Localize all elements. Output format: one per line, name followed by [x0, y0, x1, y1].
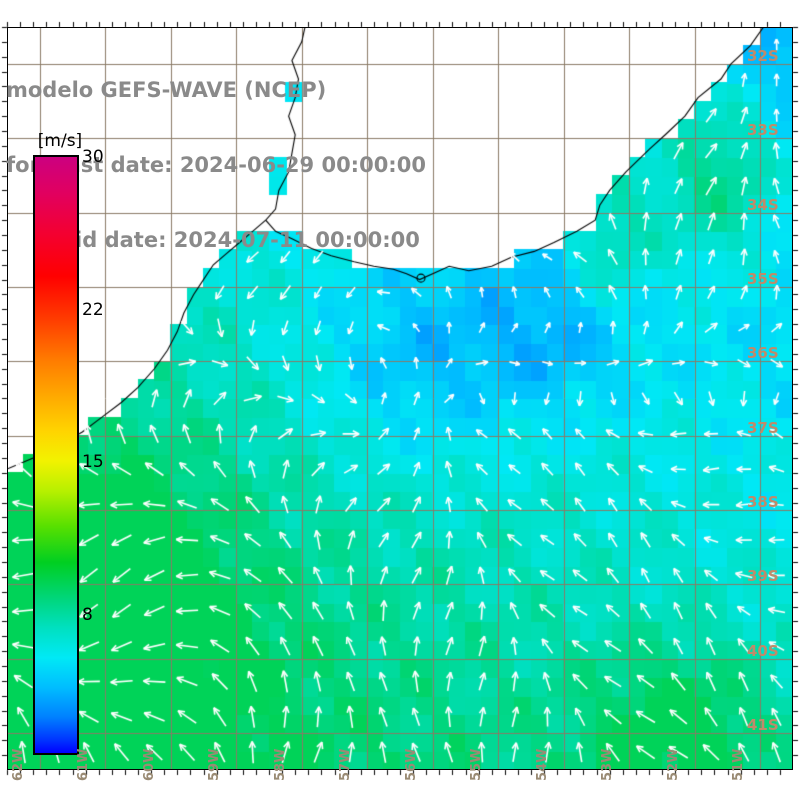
colorbar-tick-15: 15 [82, 452, 104, 473]
longitude-label-55W: 55W [469, 748, 485, 781]
longitude-label-51W: 51W [731, 748, 747, 781]
longitude-label-60W: 60W [141, 748, 157, 781]
colorbar-tick-30: 30 [82, 146, 104, 167]
title-line-model: modelo GEFS-WAVE (NCEP) [6, 78, 327, 102]
longitude-label-61W: 61W [76, 748, 92, 781]
latitude-label-33S: 33S [747, 121, 779, 140]
latitude-label-36S: 36S [747, 344, 779, 363]
figure-title: modelo GEFS-WAVE (NCEP) forecast date: 2… [0, 28, 520, 303]
latitude-label-39S: 39S [747, 567, 779, 586]
latitude-label-40S: 40S [747, 641, 779, 660]
colorbar [33, 155, 79, 755]
longitude-label-52W: 52W [665, 748, 681, 781]
longitude-label-56W: 56W [403, 748, 419, 781]
longitude-label-62W: 62W [10, 748, 26, 781]
colorbar-tick-22: 22 [82, 299, 104, 320]
longitude-label-53W: 53W [600, 748, 616, 781]
latitude-label-37S: 37S [747, 418, 779, 437]
colorbar-gradient [33, 155, 79, 755]
longitude-label-58W: 58W [272, 748, 288, 781]
latitude-label-41S: 41S [747, 715, 779, 734]
latitude-label-32S: 32S [747, 47, 779, 66]
latitude-label-38S: 38S [747, 492, 779, 511]
longitude-label-54W: 54W [534, 748, 550, 781]
latitude-label-34S: 34S [747, 195, 779, 214]
title-line-valid-date: valid date: 2024-07-11 00:00:00 [40, 228, 420, 252]
longitude-label-59W: 59W [207, 748, 223, 781]
colorbar-unit-label: [m/s] [37, 131, 83, 151]
longitude-label-57W: 57W [338, 748, 354, 781]
colorbar-tick-8: 8 [82, 605, 93, 626]
latitude-label-35S: 35S [747, 270, 779, 289]
title-line-forecast-date: forecast date: 2024-06-29 00:00:00 [6, 153, 426, 177]
